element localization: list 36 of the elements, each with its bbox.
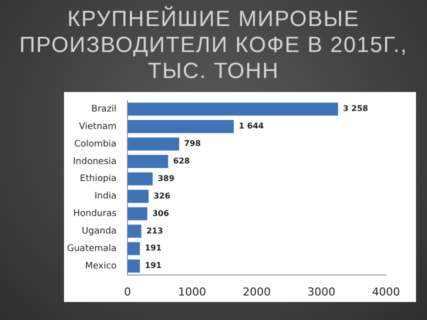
y-tick-label: Uganda — [82, 226, 117, 237]
data-label: 306 — [152, 208, 170, 218]
data-label: 1 644 — [238, 122, 264, 131]
bar — [128, 224, 142, 238]
data-label: 213 — [146, 226, 164, 236]
y-tick-label: India — [94, 192, 117, 202]
bar — [128, 190, 149, 203]
bar — [128, 102, 338, 116]
y-tick-label: Honduras — [73, 209, 117, 220]
bar — [128, 120, 234, 134]
data-label: 389 — [158, 174, 175, 183]
x-tick-label: 1000 — [178, 285, 206, 298]
y-tick-label: Colombia — [74, 139, 117, 150]
x-tick-label: 3000 — [307, 285, 336, 298]
bar — [128, 172, 153, 186]
x-tick-label: 0 — [124, 285, 132, 298]
bar — [128, 154, 168, 168]
bar — [128, 260, 140, 273]
y-tick-label: Indonesia — [73, 156, 117, 167]
data-label: 191 — [144, 261, 162, 270]
data-label: 628 — [173, 156, 190, 166]
bar — [128, 207, 148, 220]
y-tick-label: Vietnam — [79, 122, 117, 132]
data-label: 326 — [154, 191, 171, 200]
y-tick-label: Ethiopia — [80, 174, 117, 184]
data-label: 3 258 — [343, 104, 369, 114]
bar — [128, 242, 140, 256]
data-label: 191 — [144, 244, 162, 253]
chart-title: КРУПНЕЙШИЕ МИРОВЫЕ ПРОИЗВОДИТЕЛИ КОФЕ В 2015Г., ТЫС. ТОНН — [18, 6, 409, 84]
data-label: 798 — [184, 139, 202, 148]
bar — [128, 137, 180, 151]
y-tick-label: Brazil — [91, 104, 117, 114]
y-tick-label: Guatemala — [66, 244, 117, 254]
x-tick-label: 4000 — [372, 285, 400, 298]
x-tick-label: 2000 — [242, 285, 271, 298]
y-tick-label: Mexico — [85, 261, 118, 272]
